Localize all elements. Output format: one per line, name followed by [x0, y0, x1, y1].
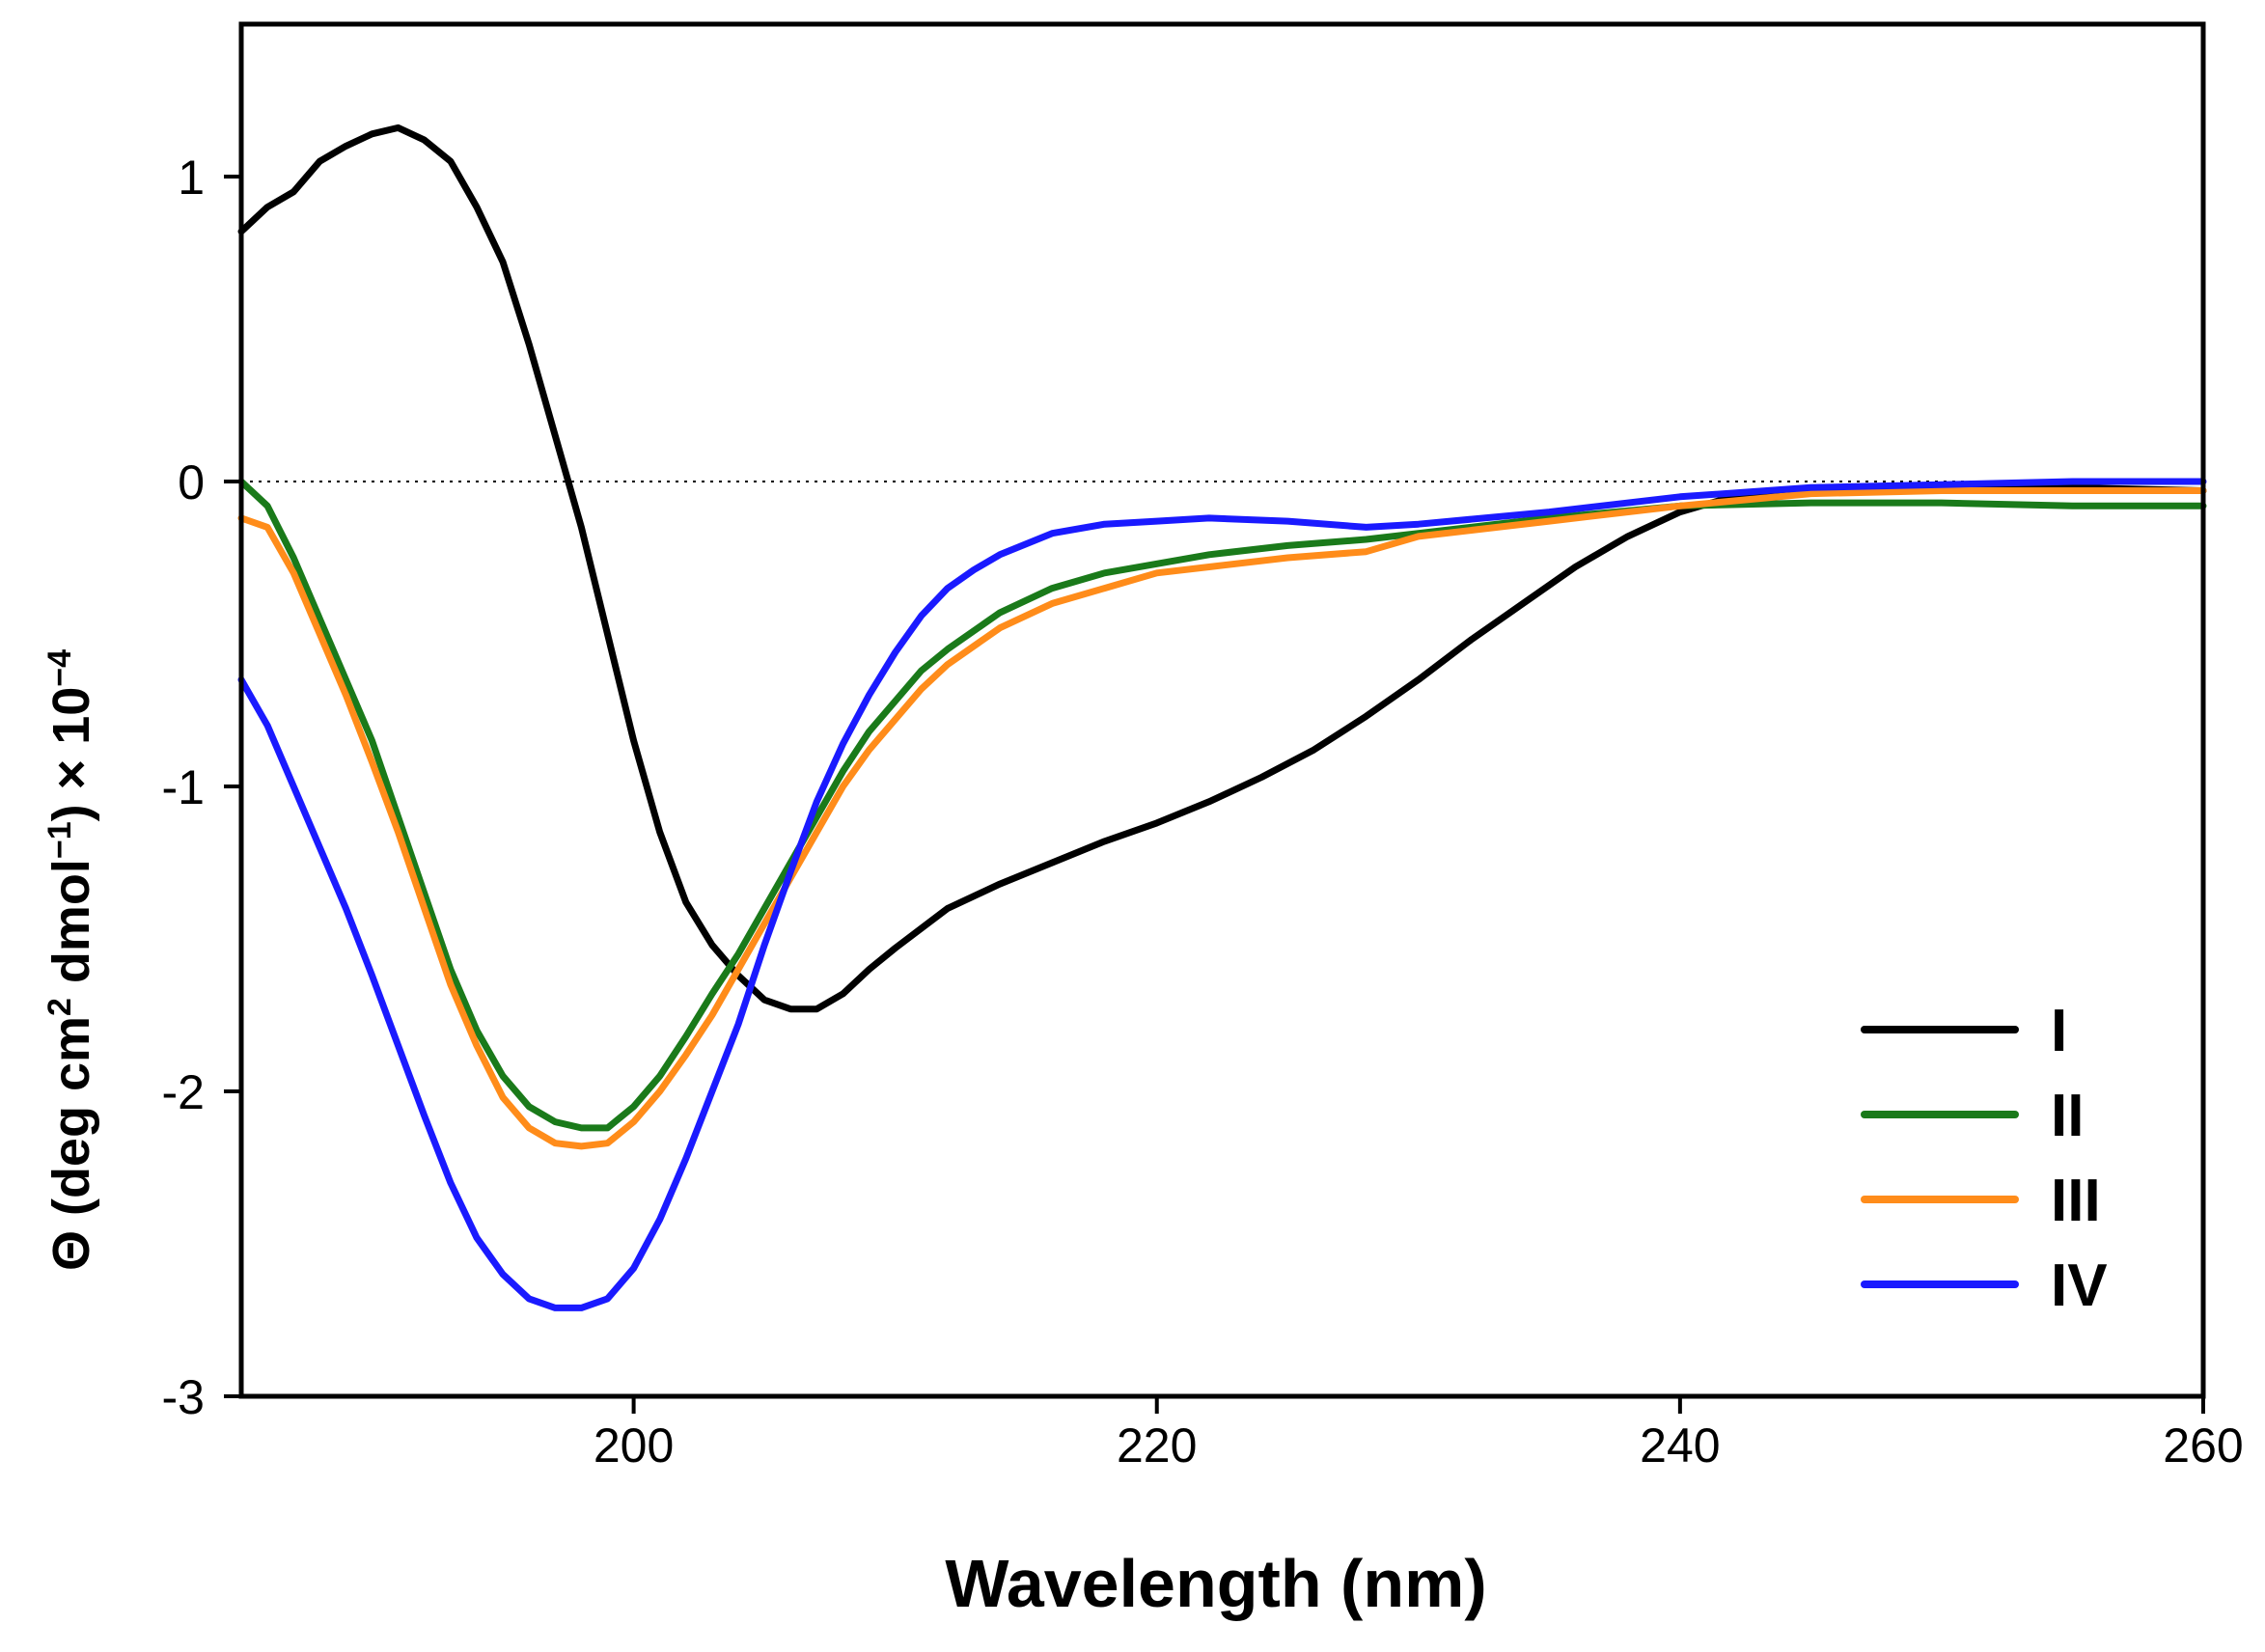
series-line-IV — [237, 478, 2207, 1311]
x-axis-title: Wavelength (nm) — [945, 1546, 1486, 1621]
series-line-I — [237, 124, 2207, 1013]
legend-label-IV: IV — [2051, 1253, 2108, 1319]
y-axis-title-tail: ) × 10 — [42, 687, 100, 822]
x-tick-label: 220 — [1117, 1418, 1197, 1473]
y-axis-title: Θ (deg cm2 dmol−1) × 10−4 — [41, 649, 100, 1271]
y-tick-label: 1 — [178, 151, 205, 205]
y-axis-title-sup1: 2 — [41, 998, 78, 1016]
y-tick-label: 0 — [178, 455, 205, 509]
y-tick-label: -1 — [162, 760, 205, 814]
x-tick-label: 240 — [1640, 1418, 1720, 1473]
tick-layer: 200 220 240 260 1 0 -1 -2 -3 — [162, 151, 2244, 1473]
plot-frame — [238, 21, 2206, 1399]
x-tick-label: 260 — [2163, 1418, 2243, 1473]
y-axis-title-main: Θ (deg cm — [42, 1016, 100, 1271]
y-axis-title-sup3: −4 — [41, 649, 78, 687]
legend-label-I: I — [2051, 998, 2067, 1064]
y-axis-title-mid: dmol — [42, 859, 100, 998]
legend-label-II: II — [2051, 1083, 2084, 1149]
x-tick-label: 200 — [594, 1418, 674, 1473]
series-line-II — [237, 478, 2207, 1132]
y-axis-title-sup2: −1 — [41, 821, 78, 859]
legend-label-III: III — [2051, 1168, 2101, 1234]
series-line-III — [237, 487, 2207, 1150]
plot-layer — [237, 124, 2207, 1311]
y-tick-label: -3 — [162, 1370, 205, 1424]
y-tick-label: -2 — [162, 1065, 205, 1119]
